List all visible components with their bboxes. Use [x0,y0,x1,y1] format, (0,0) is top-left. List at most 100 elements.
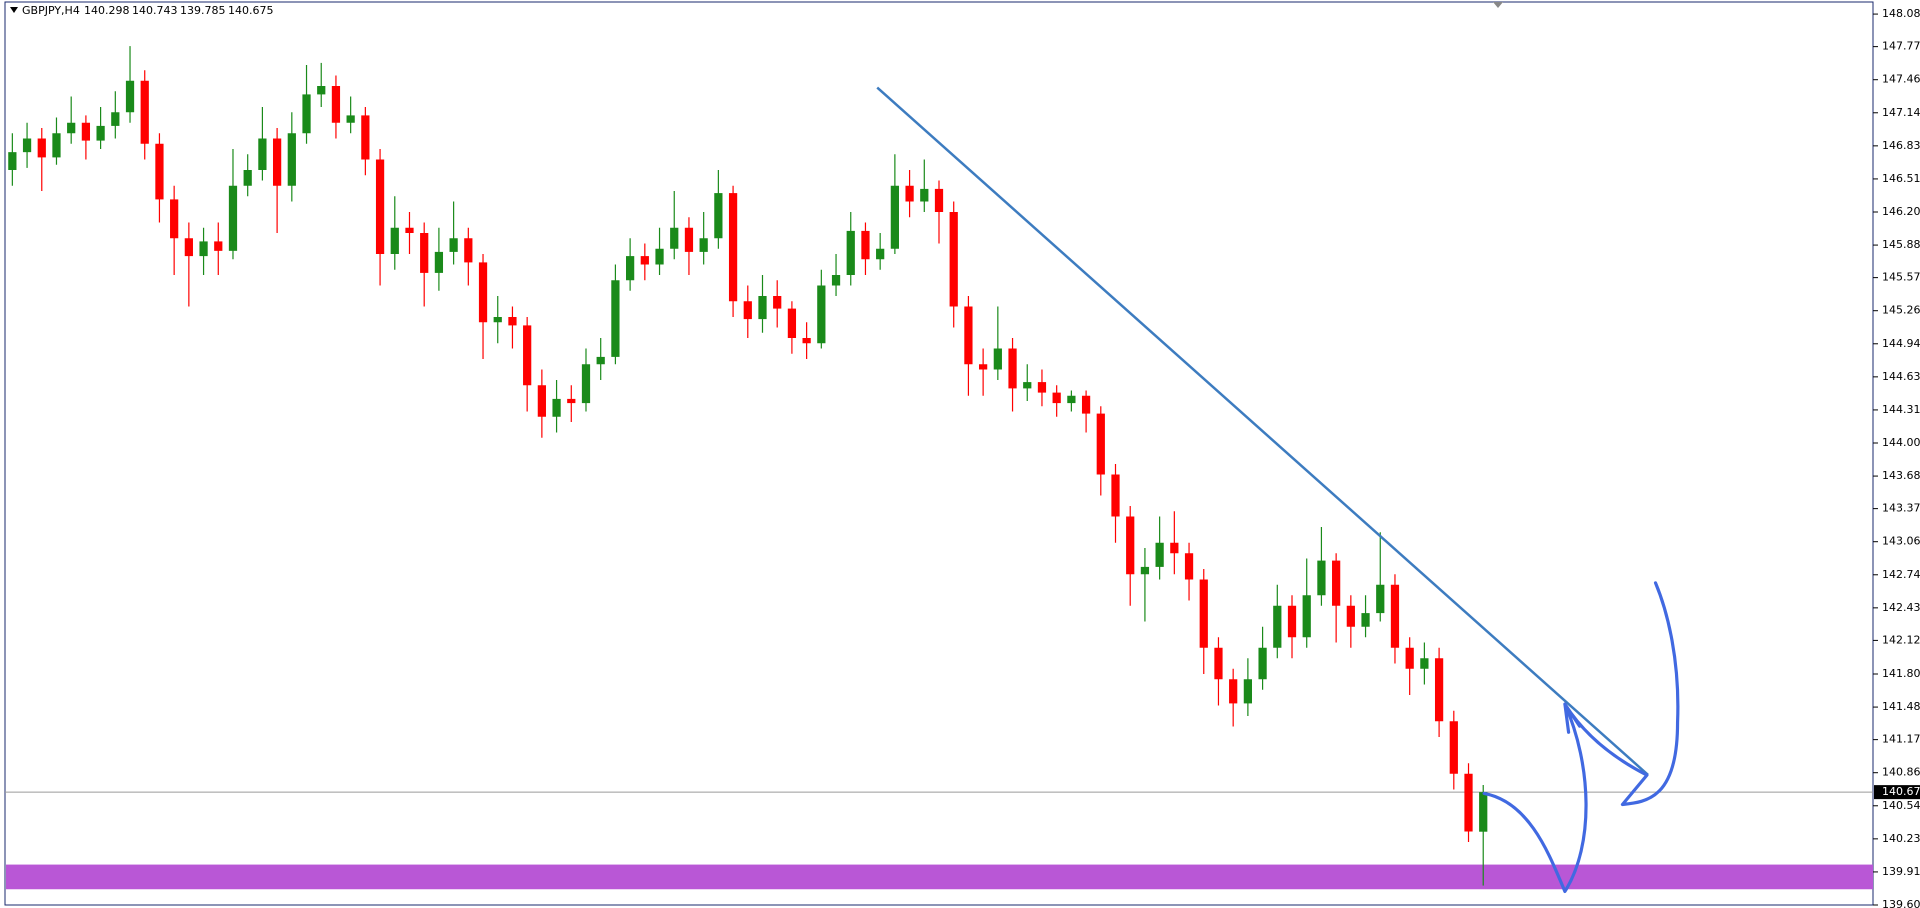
candle-body [1184,553,1194,580]
candle-body [979,364,988,370]
y-tick-label: 143.685 [1882,469,1920,482]
candle-body [1155,542,1164,567]
candle-body [420,233,429,273]
candle-body [37,138,46,158]
y-tick-label: 141.800 [1882,667,1920,680]
current-price-label: 140.675 [1882,785,1920,798]
candle-body [243,170,252,186]
y-tick-label: 139.915 [1882,865,1920,878]
y-tick-label: 140.545 [1882,799,1920,812]
candle-body [1096,413,1105,475]
candle-body [1479,792,1488,832]
candle-body [22,138,32,153]
candle-body [375,159,385,254]
candle-body [434,251,444,273]
candle-body [1390,584,1400,648]
candle-body [1346,605,1355,627]
y-tick-label: 142.745 [1882,568,1920,581]
candle-body [1199,579,1208,648]
y-tick-label: 140.860 [1882,766,1920,779]
candle-body [714,193,723,239]
candle-body [52,133,61,158]
candle-body [905,185,914,202]
candle-body [846,230,855,275]
y-tick-label: 147.145 [1882,106,1920,119]
candle-body [111,112,120,126]
candle-body [184,238,193,257]
candle-body [552,398,561,417]
candle-body [523,325,532,386]
candle-body [1037,382,1047,393]
candle-body [390,227,399,254]
candle-body [567,398,576,404]
candle-body [1420,658,1429,669]
trendline [876,86,1649,776]
candle-body [581,364,591,404]
y-tick-label: 145.885 [1882,238,1920,251]
y-tick-label: 146.515 [1882,172,1920,185]
y-tick-label: 147.460 [1882,73,1920,86]
candle-body [125,80,135,113]
y-tick-label: 146.830 [1882,139,1920,152]
candle-body [272,138,282,186]
candle-body [464,238,473,263]
candle-body [802,338,811,344]
candle-body [8,152,17,170]
candle-body [1140,566,1150,575]
candle-body [655,248,664,265]
candle-body [1258,647,1267,680]
candle-body [67,122,76,134]
candle-body [743,301,752,320]
candle-body [861,230,870,260]
candle-body [876,248,885,260]
candle-body [831,275,841,286]
candle-body [537,385,546,417]
marks: 148.085 147.775 147.460 147.145 146.830 146.5… [5,7,1920,908]
y-tick-label: 140.230 [1882,832,1920,845]
candle-body [1273,605,1282,648]
candle-body [493,317,502,323]
candle-body [1464,773,1473,832]
y-tick-label: 144.000 [1882,436,1920,449]
candle-body [684,227,694,252]
candle-body [964,306,973,365]
candle-body [1376,584,1385,614]
y-tick-label: 143.060 [1882,535,1920,548]
candle-body [1126,516,1135,575]
support-zone [6,864,1873,890]
y-tick-label: 142.120 [1882,633,1920,646]
y-tick-label: 143.375 [1882,502,1920,515]
candle-body [1361,613,1370,627]
candle-body [361,115,370,160]
y-tick-label: 144.945 [1882,337,1920,350]
candle-body [773,296,782,309]
candle-body [993,348,1002,370]
ohlc-low: 139.785 [180,4,226,17]
candle-body [140,80,149,144]
candle-body [596,356,605,365]
candle-body [1081,395,1091,414]
candle-body [449,238,458,252]
hand-drawn-arrows [1482,581,1680,894]
candle-body [670,227,679,249]
candle-body [81,122,91,141]
candle-body [1170,542,1179,554]
candle-body [920,188,929,202]
y-tick-label: 141.175 [1882,733,1920,746]
candle-body [949,212,958,307]
candle-body [1332,560,1341,606]
y-tick-label: 142.430 [1882,601,1920,614]
candle-body [170,199,179,239]
candle-body [96,125,105,141]
ohlc-open: 140.298 [84,4,130,17]
candle-body [1067,395,1076,404]
candle-body [287,133,296,186]
menu-icon [10,7,18,13]
candle-body [405,227,414,233]
y-tick-label: 145.260 [1882,304,1920,317]
candle-body [228,185,238,251]
candle-body [1243,679,1253,704]
candle-body [934,188,944,212]
chart-title: GBPJPY,H4 [22,4,80,17]
